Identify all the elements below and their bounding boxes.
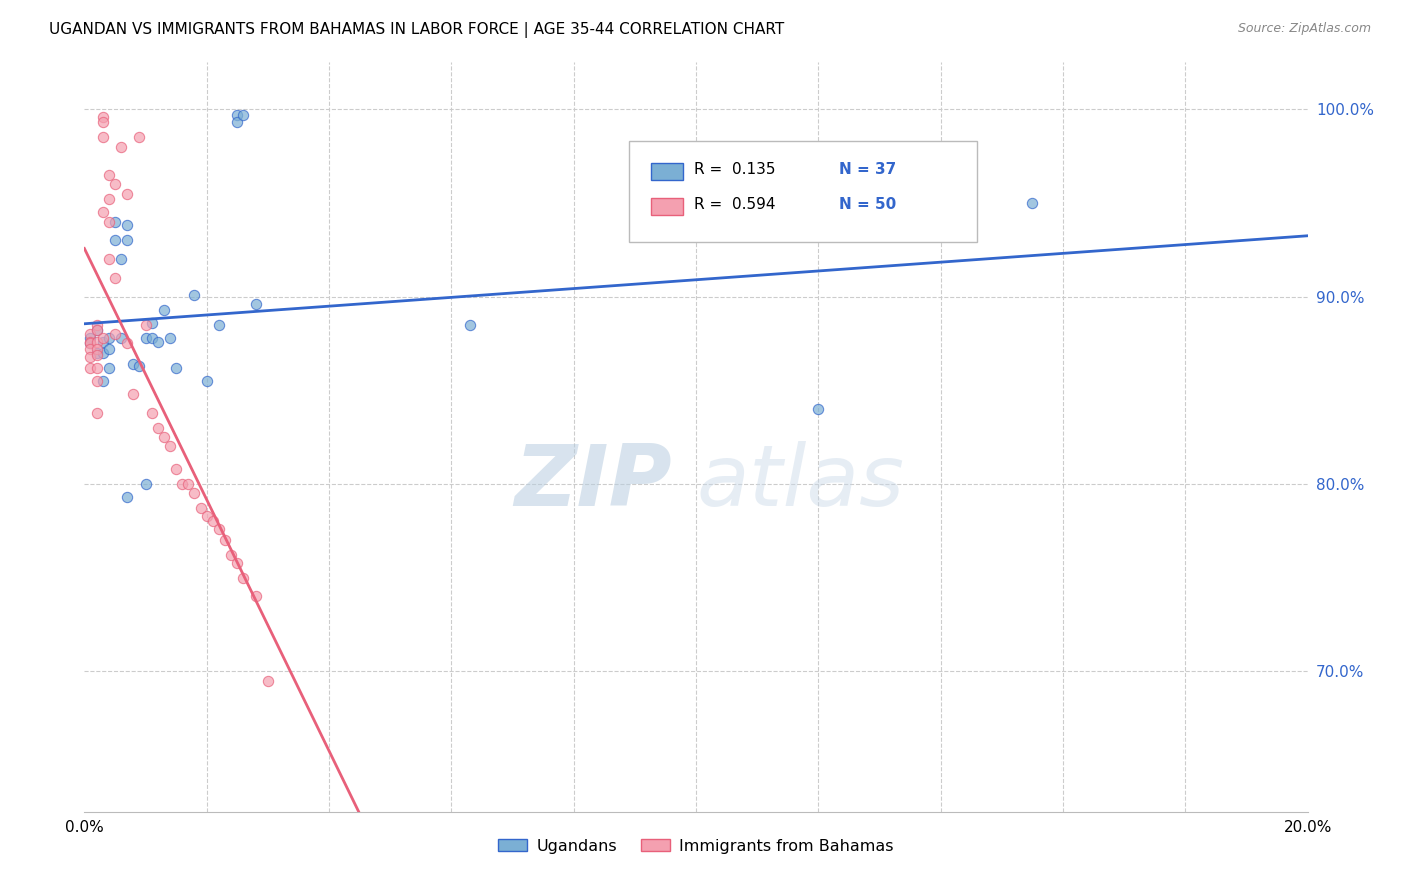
Point — [195, 508, 218, 523]
Point — [214, 533, 236, 547]
Point — [79, 334, 101, 349]
Point — [91, 331, 114, 345]
Point — [91, 345, 114, 359]
Point — [97, 360, 120, 375]
Point — [226, 115, 249, 129]
Text: UGANDAN VS IMMIGRANTS FROM BAHAMAS IN LABOR FORCE | AGE 35-44 CORRELATION CHART: UGANDAN VS IMMIGRANTS FROM BAHAMAS IN LA… — [49, 22, 785, 38]
FancyBboxPatch shape — [628, 141, 977, 243]
Point — [110, 139, 132, 153]
Point — [122, 357, 145, 371]
Point — [86, 348, 108, 362]
Point — [141, 406, 163, 420]
Point — [79, 331, 101, 345]
Point — [86, 323, 108, 337]
Point — [245, 297, 267, 311]
Point — [807, 401, 830, 416]
Text: N = 37: N = 37 — [839, 162, 897, 178]
Point — [232, 571, 254, 585]
Point — [146, 420, 169, 434]
Point — [104, 177, 127, 191]
Point — [128, 130, 150, 145]
Point — [153, 430, 176, 444]
Point — [115, 233, 138, 247]
Point — [226, 108, 249, 122]
Point — [86, 374, 108, 388]
Point — [97, 252, 120, 266]
Point — [208, 318, 231, 332]
Point — [115, 490, 138, 504]
Point — [219, 548, 242, 562]
Point — [104, 214, 127, 228]
Point — [86, 342, 108, 356]
Point — [458, 318, 481, 332]
Point — [91, 205, 114, 219]
Point — [135, 318, 157, 332]
Point — [153, 302, 176, 317]
FancyBboxPatch shape — [651, 198, 682, 215]
Point — [91, 110, 114, 124]
Point — [97, 168, 120, 182]
Point — [183, 486, 205, 500]
Point — [159, 331, 181, 345]
Point — [79, 336, 101, 351]
Point — [257, 673, 280, 688]
Point — [97, 192, 120, 206]
Point — [91, 374, 114, 388]
Point — [86, 406, 108, 420]
Point — [122, 387, 145, 401]
Point — [97, 342, 120, 356]
Point — [79, 350, 101, 364]
Point — [232, 108, 254, 122]
Point — [86, 345, 108, 359]
Point — [245, 589, 267, 603]
Point — [135, 331, 157, 345]
Point — [110, 331, 132, 345]
Point — [1021, 195, 1043, 210]
Point — [165, 360, 187, 375]
Point — [86, 318, 108, 332]
Point — [91, 115, 114, 129]
Point — [110, 252, 132, 266]
Point — [86, 323, 108, 337]
Point — [183, 287, 205, 301]
Point — [91, 334, 114, 349]
Point — [201, 514, 224, 528]
Point — [97, 214, 120, 228]
Point — [141, 316, 163, 330]
Point — [146, 334, 169, 349]
Text: Source: ZipAtlas.com: Source: ZipAtlas.com — [1237, 22, 1371, 36]
Point — [165, 462, 187, 476]
Point — [141, 331, 163, 345]
Point — [115, 336, 138, 351]
Point — [79, 326, 101, 341]
Text: R =  0.135: R = 0.135 — [693, 162, 775, 178]
Point — [208, 522, 231, 536]
Point — [226, 556, 249, 570]
Point — [177, 476, 200, 491]
Point — [128, 359, 150, 373]
Point — [104, 270, 127, 285]
Point — [79, 342, 101, 356]
Point — [86, 334, 108, 349]
Text: R =  0.594: R = 0.594 — [693, 197, 775, 212]
Point — [195, 374, 218, 388]
Point — [159, 439, 181, 453]
Text: N = 50: N = 50 — [839, 197, 897, 212]
Legend: Ugandans, Immigrants from Bahamas: Ugandans, Immigrants from Bahamas — [492, 832, 900, 860]
Text: atlas: atlas — [696, 441, 904, 524]
FancyBboxPatch shape — [651, 163, 682, 180]
Point — [79, 360, 101, 375]
Point — [172, 476, 194, 491]
Point — [79, 336, 101, 351]
Point — [86, 360, 108, 375]
Point — [104, 326, 127, 341]
Point — [190, 501, 212, 516]
Text: ZIP: ZIP — [513, 441, 672, 524]
Point — [135, 476, 157, 491]
Point — [97, 331, 120, 345]
Point — [115, 186, 138, 201]
Point — [115, 219, 138, 233]
Point — [91, 130, 114, 145]
Point — [104, 233, 127, 247]
